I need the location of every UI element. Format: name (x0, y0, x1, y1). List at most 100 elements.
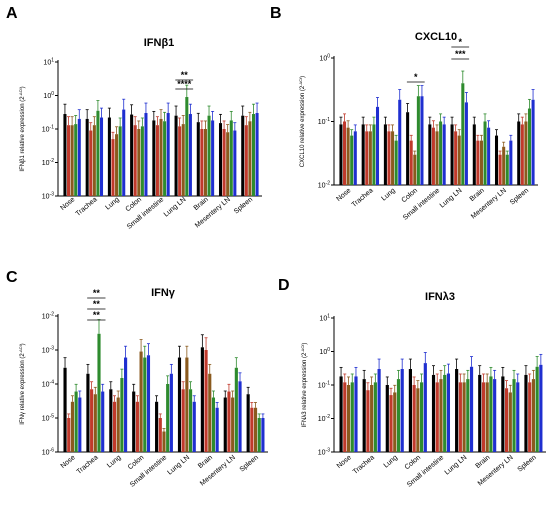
bar (383, 124, 387, 185)
bar (192, 401, 196, 452)
bar (391, 131, 395, 185)
category-label: Colon (401, 187, 420, 204)
bar (155, 125, 159, 196)
bar (398, 99, 402, 185)
bar (255, 113, 259, 196)
bar (366, 390, 370, 452)
y-tick-label: 10-2 (42, 158, 54, 167)
bar (101, 391, 105, 452)
bar (203, 129, 207, 196)
bar (118, 126, 122, 196)
bar (531, 379, 536, 452)
category-label: Trachea (75, 196, 99, 218)
bar (122, 109, 126, 196)
bar (435, 131, 439, 185)
bar (472, 124, 476, 185)
panel-title: IFNβ1 (144, 37, 175, 49)
bar (133, 125, 137, 196)
bar (169, 373, 173, 452)
bar (215, 407, 219, 452)
bar (462, 382, 466, 452)
bar (166, 113, 170, 196)
bar (354, 376, 358, 452)
y-tick-label: 10-2 (318, 414, 330, 423)
significance-label: * (458, 37, 462, 47)
bar (248, 121, 252, 196)
category-label: Lung LN (163, 196, 188, 218)
category-label: Brain (474, 454, 491, 470)
bar (442, 124, 446, 185)
y-tick-label: 10-5 (42, 414, 54, 423)
category-label: Brain (193, 196, 210, 212)
bar (373, 382, 377, 452)
bar (251, 114, 256, 196)
category-label: Lung LN (166, 454, 191, 476)
bar (74, 124, 78, 196)
bar (231, 397, 235, 452)
y-tick-label: 10-3 (42, 346, 54, 355)
bar (457, 135, 461, 185)
bar (502, 146, 506, 185)
bar (188, 389, 193, 452)
bar (428, 124, 432, 185)
panel-letter: C (6, 269, 18, 286)
bar (188, 114, 192, 196)
bar (389, 395, 393, 452)
bar (139, 351, 143, 452)
bar (485, 382, 489, 452)
y-axis-label: CXCL10 relative expression (2-ΔCt) (298, 76, 306, 167)
y-tick-label: 10-2 (318, 181, 330, 190)
bar (489, 376, 493, 452)
bar (412, 385, 416, 452)
bar (152, 120, 156, 196)
bar (375, 106, 380, 185)
bar (464, 102, 468, 185)
y-tick-label: 101 (43, 58, 54, 67)
bar (241, 115, 245, 196)
bar (208, 373, 212, 452)
significance-label: **** (177, 79, 192, 89)
bar (504, 388, 509, 452)
category-label: Trachea (352, 454, 376, 476)
bar (155, 401, 159, 452)
bar (107, 117, 111, 196)
bar (450, 124, 454, 185)
bar (387, 131, 391, 185)
bar (343, 382, 347, 452)
y-tick-label: 10-1 (42, 125, 54, 134)
bar (196, 122, 200, 196)
y-tick-label: 10-6 (42, 448, 54, 457)
bar (435, 382, 439, 452)
bar (406, 112, 410, 185)
bar (339, 376, 343, 452)
bar (446, 373, 451, 452)
bar (124, 357, 128, 452)
bar (137, 129, 141, 196)
significance-label: *** (455, 49, 466, 59)
bar (420, 96, 424, 185)
bar (461, 83, 465, 185)
bar (223, 397, 227, 452)
bar (408, 369, 412, 452)
bar (178, 126, 182, 196)
category-label: Nose (60, 454, 77, 470)
bar (163, 121, 167, 196)
bar (261, 418, 265, 452)
bar (89, 130, 93, 196)
bar (476, 140, 480, 185)
y-axis-label: IFNλ3 relative expression (2-ΔCt) (300, 343, 308, 428)
bar (439, 121, 443, 185)
bar (493, 379, 497, 452)
bar (396, 379, 401, 452)
bar (469, 366, 474, 452)
bar (67, 418, 71, 452)
bar (505, 154, 509, 185)
panel-c: C IFNγ 10-6 10-5 10-4 10-3 10-2 IFNγ relative e… (6, 269, 268, 489)
bar (431, 374, 436, 452)
bar (78, 397, 82, 452)
category-label: Trachea (351, 187, 375, 209)
bar (185, 97, 189, 196)
category-label: Nose (335, 187, 352, 203)
y-tick-label: 10-4 (42, 380, 54, 389)
bar (70, 401, 74, 452)
